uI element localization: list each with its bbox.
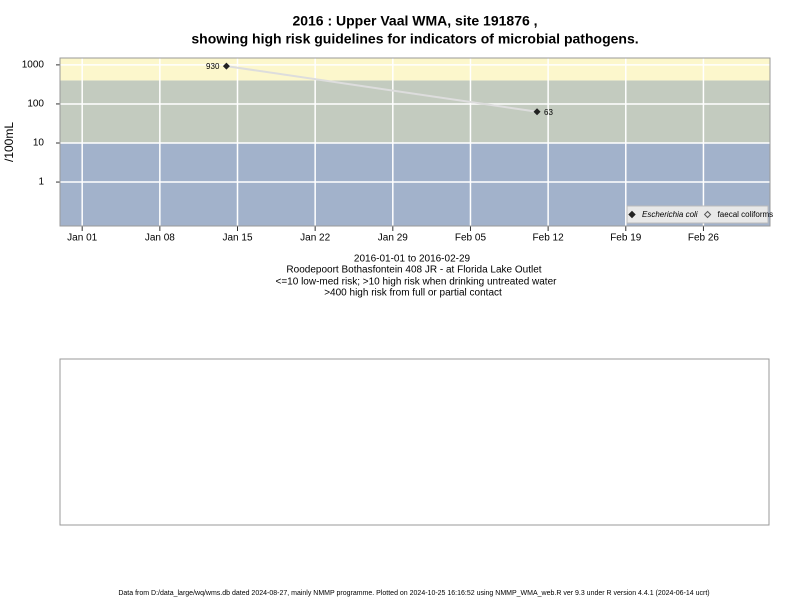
x-tick-label: Jan 15: [222, 233, 252, 244]
y-tick-label: 1000: [22, 60, 45, 71]
footer: Data from D:/data_large/wq/wms.db dated …: [118, 590, 709, 597]
legend-label: faecal coliforms: [718, 210, 774, 219]
y-tick-label: 10: [33, 138, 45, 149]
x-tick-label: Jan 22: [300, 233, 330, 244]
note: >400 high risk from full or partial cont…: [324, 288, 502, 299]
legend-box: [626, 205, 769, 224]
note: <=10 low-med risk; >10 high risk when dr…: [276, 277, 558, 288]
y-tick-label: 100: [27, 99, 44, 110]
data-label: 63: [544, 108, 553, 117]
empty-panel: [59, 358, 770, 526]
data-point: [533, 108, 541, 116]
x-tick-label: Feb 19: [610, 233, 642, 244]
y-axis-label: /100mL: [2, 122, 16, 162]
plot-frame: [59, 57, 771, 227]
data-point: [222, 62, 230, 70]
legend-marker: [703, 210, 712, 219]
x-tick-label: Jan 08: [145, 233, 175, 244]
x-tick-label: Feb 26: [688, 233, 720, 244]
legend-label: Escherichia coli: [642, 210, 698, 219]
chart-title: 2016 : Upper Vaal WMA, site 191876 ,: [292, 13, 537, 29]
legend-marker: [628, 210, 636, 219]
x-tick-label: Feb 05: [455, 233, 487, 244]
x-tick-label: Jan 29: [378, 233, 408, 244]
x-tick-label: Feb 12: [533, 233, 565, 244]
chart-subtitle: showing high risk guidelines for indicat…: [191, 31, 638, 47]
note: Roodepoort Bothasfontein 408 JR - at Flo…: [286, 265, 541, 276]
y-tick-label: 1: [38, 177, 44, 188]
x-tick-label: Jan 01: [67, 233, 97, 244]
data-label: 930: [206, 62, 220, 71]
risk-band: [60, 80, 770, 143]
risk-band: [60, 58, 770, 81]
note: 2016-01-01 to 2016-02-29: [354, 254, 471, 265]
series-line: [226, 65, 538, 113]
